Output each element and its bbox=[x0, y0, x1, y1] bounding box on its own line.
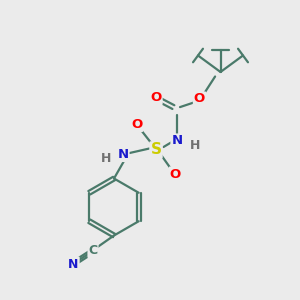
Text: O: O bbox=[194, 92, 205, 106]
Text: H: H bbox=[190, 139, 200, 152]
Text: S: S bbox=[151, 142, 161, 158]
Text: N: N bbox=[68, 257, 79, 271]
Text: O: O bbox=[150, 91, 162, 104]
Text: H: H bbox=[101, 152, 112, 166]
Text: N: N bbox=[117, 148, 129, 161]
Text: N: N bbox=[171, 134, 183, 148]
Text: O: O bbox=[131, 118, 142, 131]
Text: O: O bbox=[170, 167, 181, 181]
Text: C: C bbox=[88, 244, 98, 257]
